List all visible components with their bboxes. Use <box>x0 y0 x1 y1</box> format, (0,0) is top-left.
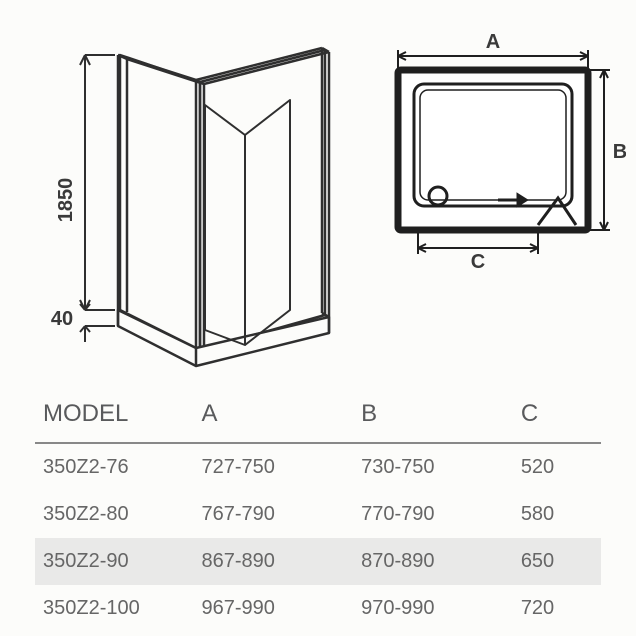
table-row: 350Z2-100 967-990 970-990 720 <box>35 585 601 632</box>
table-row: 350Z2-80 767-790 770-790 580 <box>35 491 601 538</box>
plan-label-c: C <box>471 251 485 273</box>
table-row: 350Z2-76 727-750 730-750 520 <box>35 443 601 491</box>
diagram-area: 1850 40 <box>10 10 626 380</box>
plan-view: A B C <box>398 31 626 273</box>
col-a: A <box>193 390 353 443</box>
spec-table: MODEL A B C 350Z2-76 727-750 730-750 520… <box>35 390 601 632</box>
plan-label-b: B <box>613 141 626 163</box>
dim-base <box>80 298 115 342</box>
technical-drawing: 1850 40 <box>10 10 626 380</box>
spec-table-area: MODEL A B C 350Z2-76 727-750 730-750 520… <box>35 390 601 632</box>
col-b: B <box>353 390 513 443</box>
col-c: C <box>513 390 601 443</box>
table-body: 350Z2-76 727-750 730-750 520 350Z2-80 76… <box>35 443 601 632</box>
col-model: MODEL <box>35 390 193 443</box>
dim-height-label: 1850 <box>55 178 77 223</box>
dim-base-label: 40 <box>51 308 73 330</box>
iso-enclosure <box>118 48 329 366</box>
plan-label-a: A <box>486 31 500 53</box>
table-row: 350Z2-90 867-890 870-890 650 <box>35 538 601 585</box>
dim-height <box>80 55 115 310</box>
table-header-row: MODEL A B C <box>35 390 601 443</box>
